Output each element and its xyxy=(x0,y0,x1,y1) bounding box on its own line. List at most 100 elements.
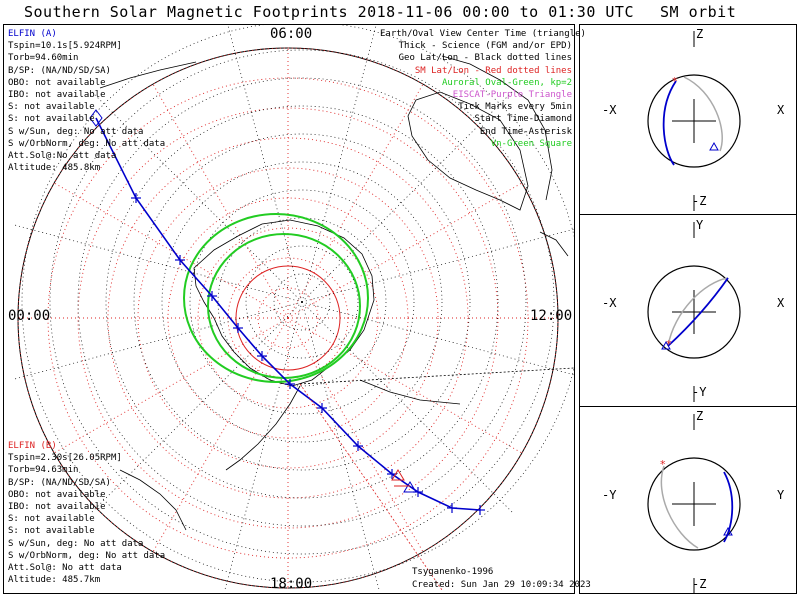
orbit-panel: * xyxy=(647,31,741,211)
legend-entry: Auroral Oval-Green, kp=2 xyxy=(441,77,572,88)
orbit-trace-gray xyxy=(683,76,723,152)
legend-entry: Vn-Green Square xyxy=(490,138,572,149)
auroral-oval-outer xyxy=(183,213,369,383)
coastline xyxy=(359,379,461,405)
legend-entry: Thick - Science (FGM and/or EPD) xyxy=(398,41,572,52)
info-line: S w/OrbNorm, deg: No att data xyxy=(8,550,166,561)
panel2-right-label: X xyxy=(777,296,785,310)
view-center-line xyxy=(299,383,443,591)
coastline xyxy=(99,61,197,89)
info-line: B/SP: (NA/ND/SD/SA) xyxy=(8,65,111,76)
legend-entry: Tick Marks every 5min xyxy=(458,102,572,113)
legend: Earth/Oval View Center Time (triangle) T… xyxy=(380,28,586,150)
panel1-right-label: X xyxy=(777,103,785,117)
info-line: Torb=94.60min xyxy=(8,53,79,64)
view-center-line xyxy=(299,367,574,385)
coastlines xyxy=(99,55,569,531)
geo-lat-circle xyxy=(161,161,443,443)
legend-entry: Start Time-Diamond xyxy=(474,114,572,125)
panel3-top-label: Z xyxy=(696,409,704,423)
sm-lat-circle xyxy=(17,47,559,589)
elfin-b-triangle xyxy=(391,469,405,481)
info-line: OBO: not available xyxy=(8,77,106,88)
info-line: S w/OrbNorm, deg: No att data xyxy=(8,138,166,149)
info-line: S w/Sun, deg: No att data xyxy=(8,126,144,137)
elfin-a-triangle xyxy=(403,481,417,493)
panel3-left-label: -Y xyxy=(602,488,617,502)
orbit-triangle-marker xyxy=(723,526,733,536)
footprint-track xyxy=(89,109,574,591)
earth-circle xyxy=(647,74,741,168)
orbit-trace-blue xyxy=(723,471,734,543)
panel3-right-label: Y xyxy=(777,488,785,502)
geo-lat-circle xyxy=(273,273,331,331)
orbit-trace-blue xyxy=(662,80,677,166)
geo-lat-circle xyxy=(105,105,499,499)
info-line: IBO: not available xyxy=(8,90,106,101)
elfin-b-info: ELFIN (B) Tspin=2.30s[26.05RPM] Torb=94.… xyxy=(8,440,165,586)
info-line: Altitude: 485.8km xyxy=(8,163,101,174)
info-line: S: not available xyxy=(8,526,95,537)
elfin-b-name: ELFIN (B) xyxy=(8,441,57,451)
orbit-trace-blue xyxy=(667,277,729,347)
sm-orbit-frame xyxy=(579,24,797,594)
orbit-panel: * xyxy=(647,414,741,594)
mlt-label-bottom: 18:00 xyxy=(270,576,313,592)
legend-entry: Earth/Oval View Center Time (triangle) xyxy=(380,29,586,39)
legend-entry: EISCAT-Purple Triangle xyxy=(452,90,572,101)
coastline xyxy=(539,231,569,257)
panel2-top-label: Y xyxy=(696,218,704,232)
info-line: S w/Sun, deg: No att data xyxy=(8,538,144,549)
orbit-triangle-marker xyxy=(709,141,719,151)
info-line: IBO: not available xyxy=(8,502,106,513)
panel2-left-label: -X xyxy=(602,296,617,310)
orbit-trace-gray xyxy=(660,465,699,549)
sm-lon-line xyxy=(152,317,289,553)
sm-lat-circle xyxy=(197,227,379,409)
panel2-bottom-label: -Y xyxy=(692,385,707,399)
legend-entry: End Time-Asterisk xyxy=(479,126,572,137)
panel1-top-label: Z xyxy=(696,27,704,41)
legend-entry: Geo Lat/Lon - Black dotted lines xyxy=(398,53,572,64)
panel-divider xyxy=(579,214,797,215)
panel1-bottom-label: -Z xyxy=(692,194,707,208)
coastline xyxy=(225,385,301,471)
geo-lat-circle xyxy=(217,217,387,387)
orbit-asterisk-marker: * xyxy=(666,338,672,351)
orbit-panel: * xyxy=(647,222,741,402)
sm-grid xyxy=(17,47,559,589)
sm-lon-line xyxy=(287,182,523,319)
geo-lat-circle xyxy=(189,189,415,415)
orbit-trace-gray xyxy=(667,277,729,347)
sm-lat-circle xyxy=(137,167,439,469)
panel1-left-label: -X xyxy=(602,103,617,117)
info-line: Altitude: 485.7km xyxy=(8,575,101,586)
geo-lat-circle xyxy=(49,49,555,555)
coastline xyxy=(441,55,553,201)
sm-orbit-title: SM orbit xyxy=(660,3,737,21)
sm-lat-circle xyxy=(257,287,319,349)
legend-entry: SM Lat/Lon - Red dotted lines xyxy=(414,65,572,76)
elfin-a-name: ELFIN (A) xyxy=(8,29,57,39)
info-line: OBO: not available xyxy=(8,489,106,500)
coastline xyxy=(119,469,187,531)
geo-lat-circle xyxy=(133,133,471,471)
info-line: Att.Sol@:No att data xyxy=(8,151,117,162)
earth-circle xyxy=(647,457,741,551)
info-line: Att.Sol@: No att data xyxy=(8,563,122,574)
info-line: Tspin=10.1s[5.924RPM] xyxy=(8,41,122,52)
sm-lon-line xyxy=(287,83,424,319)
orbit-asterisk-marker: * xyxy=(672,75,678,88)
panel-divider xyxy=(579,406,797,407)
geo-lat-circle xyxy=(77,77,527,527)
panel3-bottom-label: -Z xyxy=(692,577,707,591)
info-line: S: not available xyxy=(8,514,95,525)
created-label: Created: Sun Jan 29 10:09:34 2023 xyxy=(412,580,591,590)
page-title: Southern Solar Magnetic Footprints 2018-… xyxy=(24,3,634,21)
elfin-a-info: ELFIN (A) Tspin=10.1s[5.924RPM] Torb=94.… xyxy=(8,28,165,174)
sm-lon-line xyxy=(152,83,289,319)
mlt-label-top: 06:00 xyxy=(270,26,313,42)
sm-lon-line xyxy=(53,182,289,319)
